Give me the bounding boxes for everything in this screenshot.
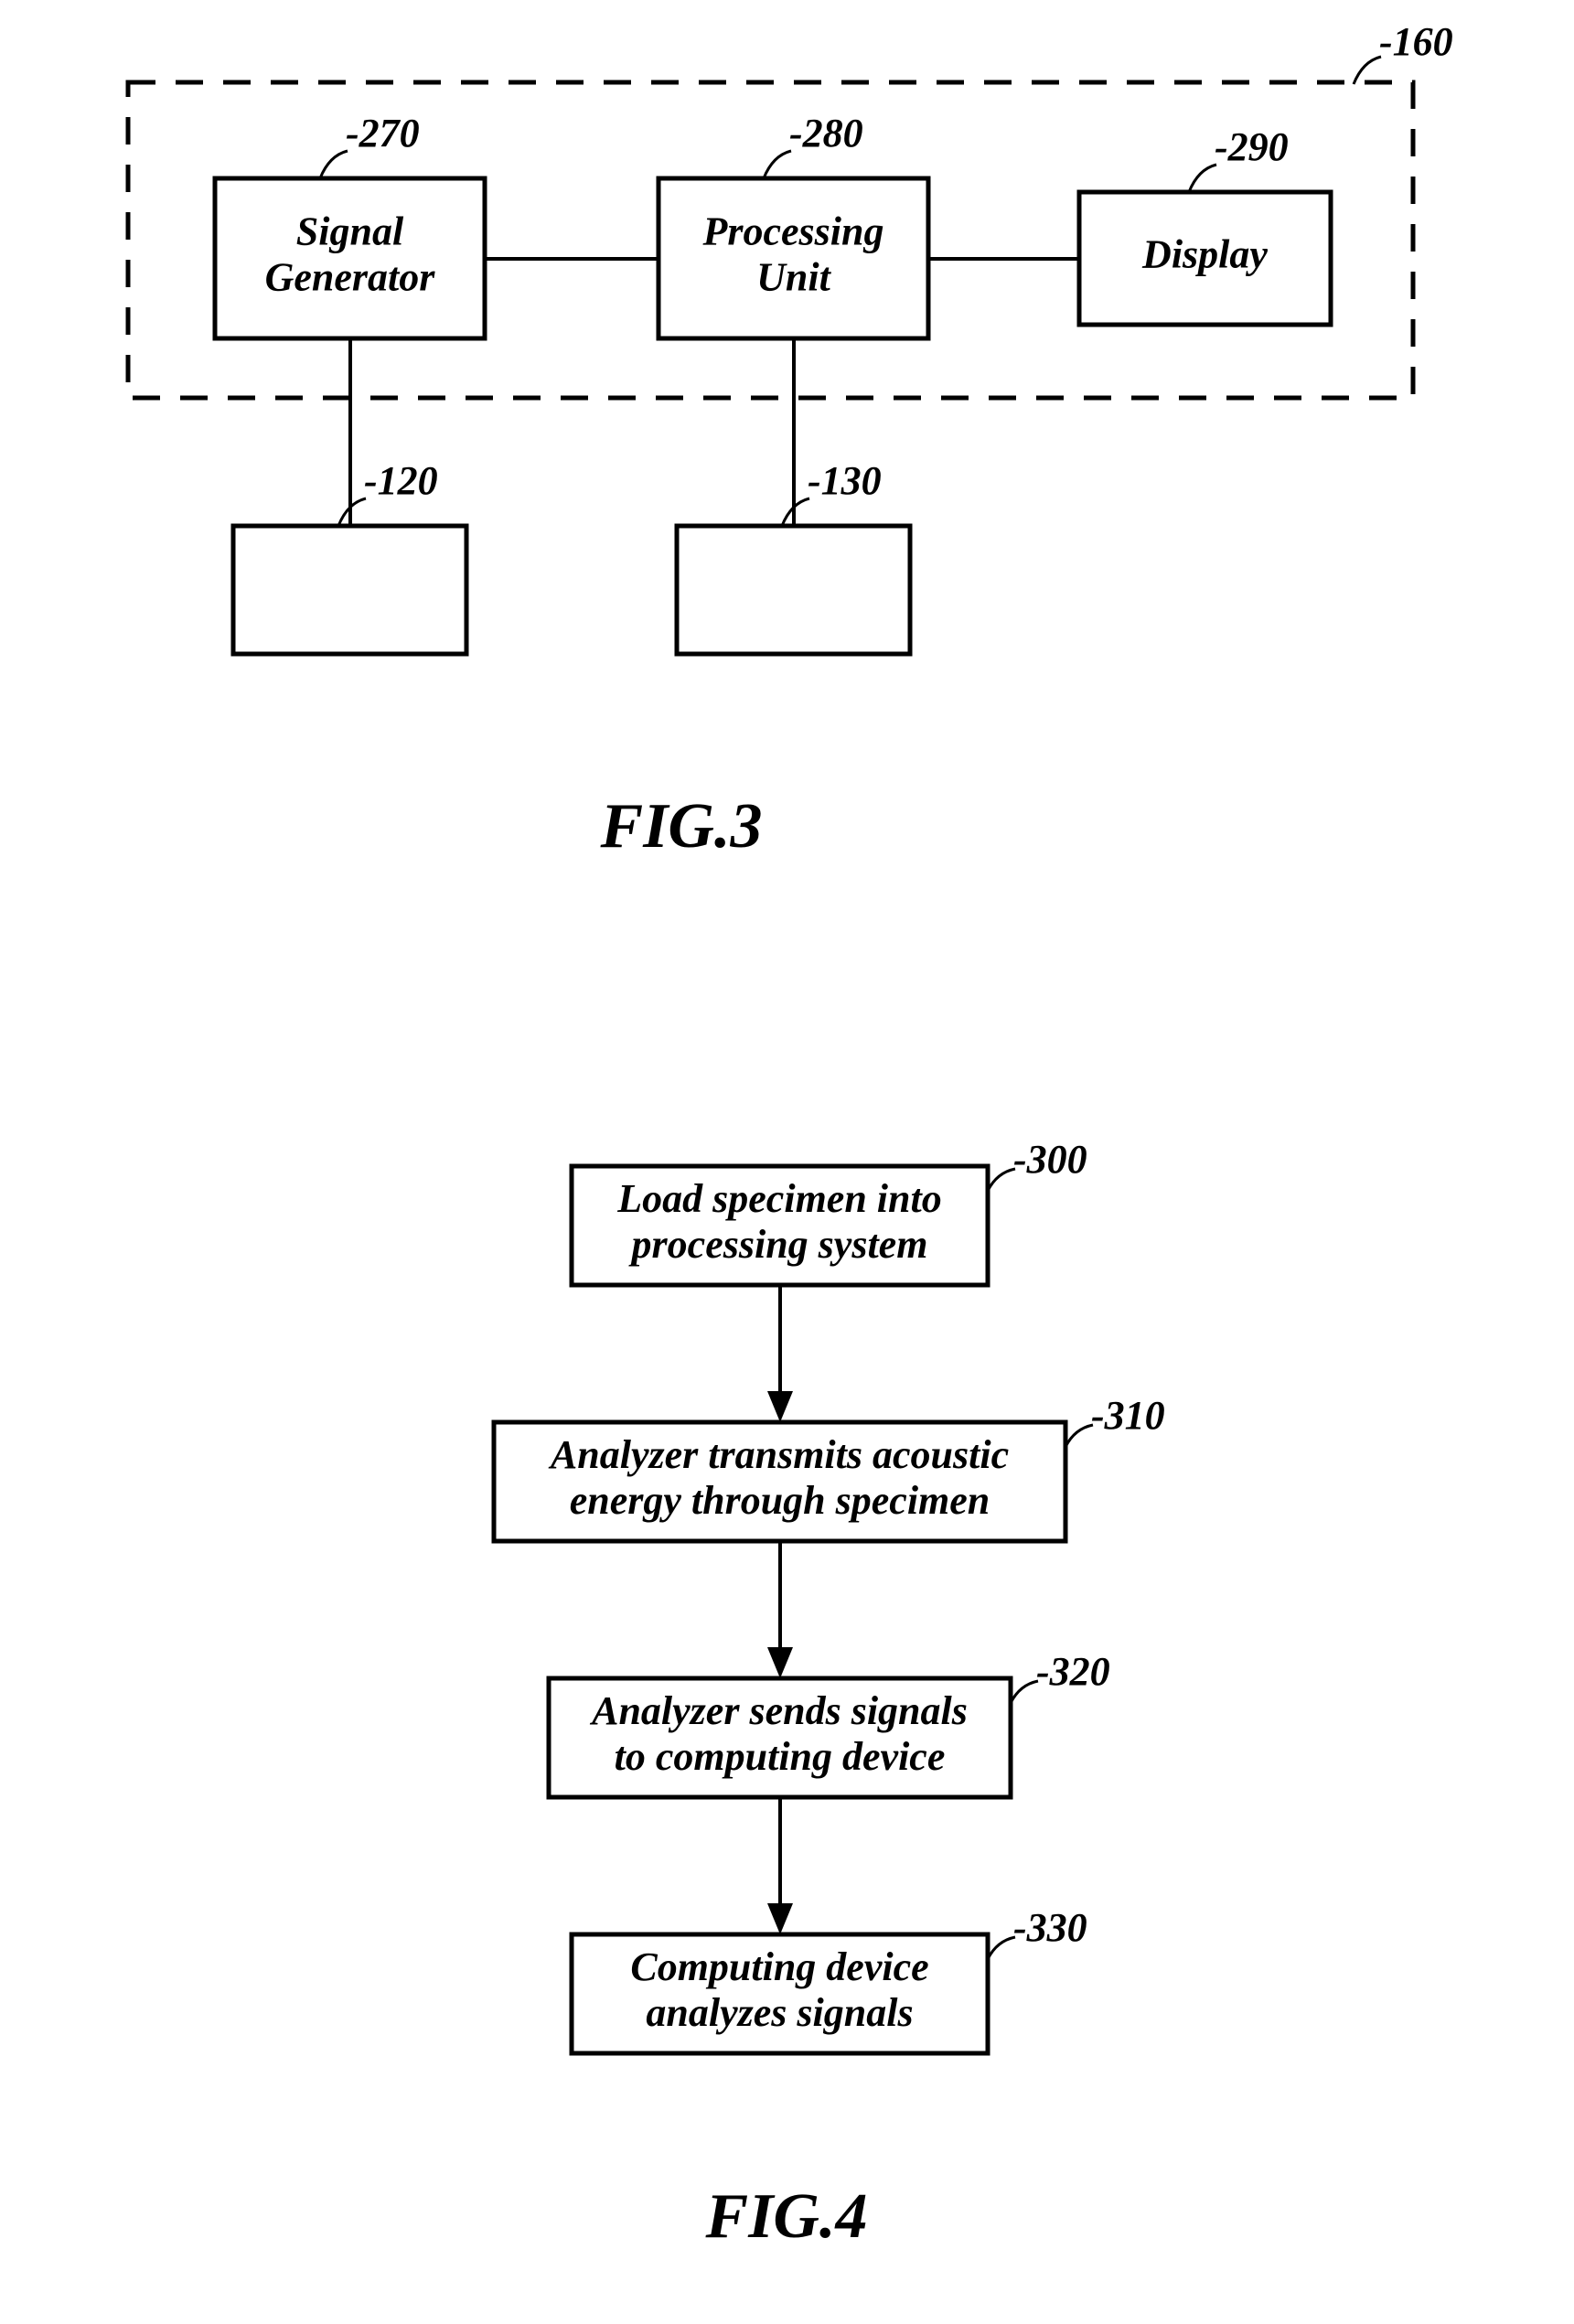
ref-label-300: -300: [1013, 1137, 1087, 1182]
signal-generator-block-label-line1: Signal: [296, 209, 404, 254]
fig4-caption: FIG.4: [705, 2181, 868, 2252]
ref-label-330: -330: [1013, 1905, 1087, 1950]
ref-label-130: -130: [808, 458, 882, 503]
flow-step-s320-line2: to computing device: [615, 1734, 946, 1779]
ref-label-290: -290: [1215, 124, 1289, 169]
flow-step-s300-line2: processing system: [628, 1222, 928, 1267]
signal-generator-block-label-line2: Generator: [265, 255, 436, 300]
flow-step-s300-line1: Load specimen into: [616, 1176, 941, 1221]
flow-step-s310-line2: energy through specimen: [570, 1478, 990, 1523]
display-block-label-line1: Display: [1141, 232, 1268, 277]
fig3-caption: FIG.3: [600, 791, 763, 862]
ref-label-120: -120: [364, 458, 438, 503]
ref-label-160: -160: [1379, 19, 1453, 64]
ref-label-310: -310: [1091, 1393, 1165, 1438]
processing-unit-block-label-line2: Unit: [756, 255, 831, 300]
lower-left-block: [233, 526, 466, 654]
flow-step-s320-line1: Analyzer sends signals: [589, 1688, 968, 1733]
flow-step-s310-line1: Analyzer transmits acoustic: [548, 1432, 1009, 1477]
flow-step-s330-line2: analyzes signals: [646, 1990, 913, 2035]
processing-unit-block-label-line1: Processing: [702, 209, 884, 254]
display-block: Display: [1079, 192, 1331, 325]
flow-step-s330-line1: Computing device: [630, 1944, 928, 1989]
ref-label-280: -280: [789, 111, 863, 155]
signal-generator-block: SignalGenerator: [215, 178, 485, 338]
ref-label-320: -320: [1036, 1649, 1110, 1694]
lower-right-block: [677, 526, 910, 654]
processing-unit-block: ProcessingUnit: [659, 178, 928, 338]
ref-label-270: -270: [346, 111, 420, 155]
